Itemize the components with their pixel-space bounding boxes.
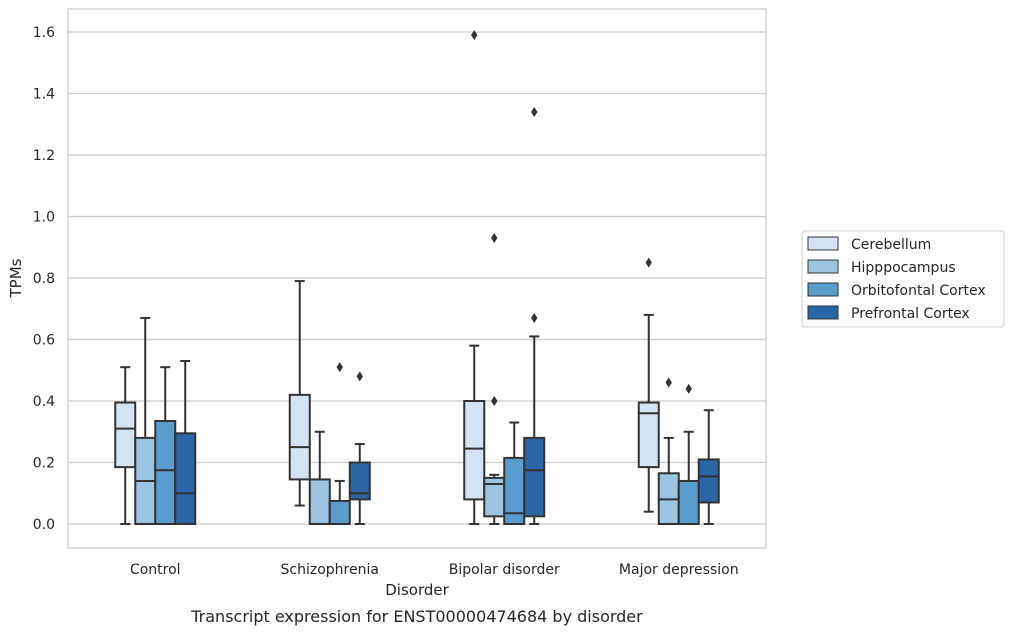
box-iqr bbox=[328, 499, 351, 525]
box-1-0 bbox=[134, 316, 157, 525]
outlier-point bbox=[356, 371, 363, 382]
legend-swatch bbox=[807, 236, 839, 251]
legend: Cerebellum Hipppocampus Orbitofontal Corte… bbox=[801, 230, 1005, 328]
legend-entry: Orbitofontal Cortex bbox=[851, 283, 986, 299]
outlier-point bbox=[685, 383, 692, 394]
x-axis-label: Disorder bbox=[385, 581, 449, 599]
box-iqr bbox=[463, 400, 486, 501]
y-tick-label: 0.2 bbox=[33, 456, 55, 472]
box-0-3 bbox=[637, 257, 660, 513]
box-3-0 bbox=[174, 360, 197, 526]
x-axis-ticks: Control Schizophrenia Bipolar disorder Majo… bbox=[130, 562, 739, 578]
boxes-layer bbox=[114, 30, 720, 526]
outlier-point bbox=[531, 106, 538, 117]
outlier-point bbox=[665, 377, 672, 388]
outlier-point bbox=[471, 30, 478, 41]
y-tick-label: 0.6 bbox=[33, 333, 55, 349]
box-2-3 bbox=[677, 383, 700, 526]
outlier-point bbox=[336, 362, 343, 373]
box-iqr bbox=[348, 461, 371, 501]
y-tick-label: 1.2 bbox=[33, 148, 55, 164]
y-tick-label: 1.4 bbox=[33, 87, 55, 103]
outlier-point bbox=[491, 396, 498, 406]
x-tick-label: Schizophrenia bbox=[281, 562, 379, 578]
y-tick-label: 0.0 bbox=[33, 517, 55, 533]
legend-entry: Prefrontal Cortex bbox=[851, 306, 970, 322]
legend-swatch bbox=[807, 259, 839, 274]
box-2-1 bbox=[328, 362, 351, 525]
box-0-2 bbox=[463, 30, 486, 525]
legend-entry: Hipppocampus bbox=[851, 260, 956, 276]
y-tick-label: 1.6 bbox=[33, 25, 55, 41]
legend-swatch bbox=[807, 282, 839, 297]
box-3-1 bbox=[348, 371, 371, 525]
box-iqr bbox=[154, 419, 177, 525]
box-iqr bbox=[523, 436, 546, 518]
outlier-point bbox=[645, 257, 652, 268]
box-3-3 bbox=[697, 409, 720, 525]
box-iqr bbox=[174, 432, 197, 526]
y-tick-label: 1.0 bbox=[33, 210, 55, 226]
legend-frame bbox=[801, 230, 1005, 328]
box-iqr bbox=[677, 479, 700, 526]
box-3-2 bbox=[523, 106, 546, 525]
y-tick-label: 0.4 bbox=[33, 394, 55, 410]
box-iqr bbox=[308, 478, 331, 526]
box-iqr bbox=[288, 393, 311, 481]
legend-entry: Cerebellum bbox=[851, 237, 931, 253]
x-tick-label: Bipolar disorder bbox=[449, 562, 560, 578]
legend-swatch bbox=[807, 305, 839, 320]
box-1-1 bbox=[308, 430, 331, 526]
y-axis-ticks: 0.0 0.2 0.4 0.6 0.8 1.0 1.2 1.4 1.6 bbox=[33, 25, 55, 533]
outlier-point bbox=[531, 312, 538, 323]
x-tick-label: Control bbox=[130, 562, 181, 578]
x-tick-label: Major depression bbox=[619, 562, 739, 578]
y-axis-label: TPMs bbox=[7, 258, 25, 298]
box-2-0 bbox=[154, 366, 177, 525]
y-tick-label: 0.8 bbox=[33, 271, 55, 287]
box-iqr bbox=[114, 401, 137, 469]
chart-caption: Transcript expression for ENST0000047468… bbox=[190, 607, 643, 626]
box-iqr bbox=[697, 458, 720, 504]
box-0-0 bbox=[114, 366, 137, 525]
outlier-point bbox=[491, 233, 498, 244]
box-0-1 bbox=[288, 280, 311, 507]
box-iqr bbox=[637, 401, 660, 469]
